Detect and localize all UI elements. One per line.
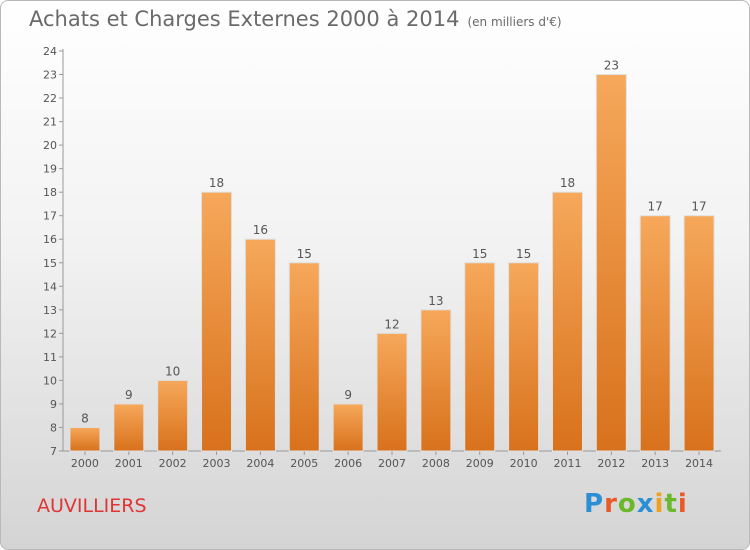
bar (376, 332, 408, 452)
y-tick-label: 23 (43, 69, 57, 82)
bar (244, 238, 276, 452)
y-tick-label: 24 (43, 45, 57, 58)
x-tick-label: 2011 (553, 457, 581, 470)
y-tick-label: 19 (43, 163, 57, 176)
bar (551, 191, 583, 452)
x-tick-label: 2000 (71, 457, 99, 470)
bar (69, 426, 101, 452)
y-tick-label: 12 (43, 327, 57, 340)
bar (508, 262, 540, 452)
data-label: 16 (253, 223, 268, 237)
title-text: Achats et Charges Externes 2000 à 2014 (29, 7, 460, 31)
y-tick-label: 15 (43, 257, 57, 270)
data-label: 9 (125, 388, 133, 402)
y-tick-label: 7 (50, 445, 57, 458)
data-label: 10 (165, 364, 180, 378)
unit-label: (en milliers d'€) (467, 15, 562, 29)
y-tick-label: 14 (43, 280, 57, 293)
data-label: 8 (81, 411, 89, 425)
bar (683, 215, 715, 452)
x-tick-label: 2008 (422, 457, 450, 470)
data-label: 18 (560, 176, 575, 190)
y-tick-label: 13 (43, 304, 57, 317)
place-name: AUVILLIERS (37, 495, 147, 517)
y-tick-label: 10 (43, 374, 57, 387)
bar (157, 379, 189, 452)
data-label: 15 (472, 247, 487, 261)
bar (201, 191, 233, 452)
x-tick-label: 2001 (115, 457, 143, 470)
x-tick-label: 2012 (597, 457, 625, 470)
y-tick-label: 22 (43, 92, 57, 105)
value-labels: 8 9 10 18 16 15 9 12 13 15 15 18 23 17 17 (81, 59, 707, 426)
data-label: 9 (344, 388, 352, 402)
bar (639, 215, 671, 452)
data-label: 15 (297, 247, 312, 261)
data-label: 13 (428, 294, 443, 308)
y-tick-label: 16 (43, 233, 57, 246)
y-tick-label: 11 (43, 351, 57, 364)
x-tick-label: 2009 (466, 457, 494, 470)
x-tick-label: 2004 (246, 457, 274, 470)
x-tick-label: 2007 (378, 457, 406, 470)
data-label: 17 (648, 200, 663, 214)
bar (332, 403, 364, 452)
y-tick-label: 8 (50, 421, 57, 434)
x-tick-label: 2005 (290, 457, 318, 470)
bar (464, 262, 496, 452)
y-tick-label: 20 (43, 139, 57, 152)
bar (595, 74, 627, 452)
x-tick-label: 2003 (203, 457, 231, 470)
data-label: 15 (516, 247, 531, 261)
x-tick-label: 2006 (334, 457, 362, 470)
y-tick-label: 9 (50, 398, 57, 411)
bar (113, 403, 145, 452)
x-tick-label: 2010 (510, 457, 538, 470)
x-tick-label: 2014 (685, 457, 713, 470)
data-label: 23 (604, 59, 619, 73)
bar (420, 309, 452, 452)
data-label: 18 (209, 176, 224, 190)
proxiti-logo: Proxiti (584, 489, 688, 519)
data-label: 12 (384, 317, 399, 331)
bar (288, 262, 320, 452)
y-tick-label: 21 (43, 116, 57, 129)
y-tick-label: 17 (43, 210, 57, 223)
y-tick-label: 18 (43, 186, 57, 199)
bars (69, 74, 715, 452)
axes: 7 8 9 10 11 12 13 14 15 16 17 18 19 20 21 22 23 24 2000 200… (43, 45, 721, 470)
data-label: 17 (691, 200, 706, 214)
x-tick-label: 2002 (159, 457, 187, 470)
chart-title: Achats et Charges Externes 2000 à 2014 (e… (29, 7, 562, 31)
x-tick-label: 2013 (641, 457, 669, 470)
